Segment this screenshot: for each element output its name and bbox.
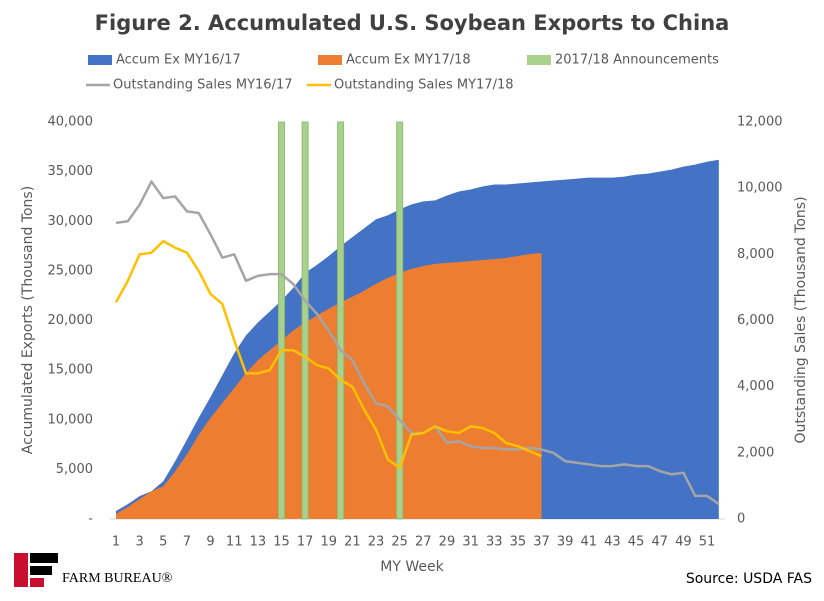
x-tick-label: 37 xyxy=(533,535,550,550)
y2-tick-label: 4,000 xyxy=(737,379,774,394)
x-tick-label: 15 xyxy=(273,535,290,550)
x-tick-label: 35 xyxy=(510,535,527,550)
legend-swatch xyxy=(527,55,551,65)
x-tick-label: 17 xyxy=(297,535,314,550)
legend-label: Accum Ex MY17/18 xyxy=(346,53,471,68)
y-tick-label: 35,000 xyxy=(48,164,94,179)
bar xyxy=(301,121,309,520)
x-tick-label: 5 xyxy=(159,535,167,550)
source: Source: USDA FAS xyxy=(686,571,812,587)
x-tick-label: 49 xyxy=(675,535,692,550)
y2-tick-label: 6,000 xyxy=(737,313,774,328)
x-tick-label: 7 xyxy=(183,535,191,550)
y-tick-label: 40,000 xyxy=(48,115,94,130)
logo-text: FARM BUREAU® xyxy=(62,571,173,586)
x-tick-label: 21 xyxy=(344,535,361,550)
y2-tick-label: 12,000 xyxy=(737,115,783,130)
y-axis-title: Accumulated Exports (Thousand Tons) xyxy=(20,186,36,454)
x-tick-label: 51 xyxy=(699,535,716,550)
x-tick-label: 19 xyxy=(320,535,337,550)
x-tick-label: 29 xyxy=(439,535,456,550)
x-tick-label: 31 xyxy=(462,535,479,550)
bar xyxy=(396,121,404,520)
y-tick-label: 20,000 xyxy=(48,313,94,328)
y-tick-label: - xyxy=(88,512,93,527)
x-tick-label: 13 xyxy=(250,535,267,550)
x-tick-label: 25 xyxy=(391,535,408,550)
y2-tick-label: 2,000 xyxy=(737,445,774,460)
x-tick-label: 23 xyxy=(368,535,385,550)
legend-label: Outstanding Sales MY17/18 xyxy=(334,78,514,93)
x-tick-label: 1 xyxy=(112,535,120,550)
logo-mark xyxy=(14,553,58,587)
legend-swatch xyxy=(88,55,112,65)
x-tick-label: 43 xyxy=(604,535,621,550)
x-tick-label: 3 xyxy=(135,535,143,550)
y-tick-label: 30,000 xyxy=(48,214,94,229)
chart-title: Figure 2. Accumulated U.S. Soybean Expor… xyxy=(95,11,730,35)
x-tick-label: 9 xyxy=(206,535,214,550)
x-axis-title: MY Week xyxy=(380,559,444,575)
x-tick-label: 45 xyxy=(628,535,645,550)
legend-label: Accum Ex MY16/17 xyxy=(116,53,241,68)
x-tick-label: 41 xyxy=(581,535,598,550)
x-tick-label: 39 xyxy=(557,535,574,550)
y2-tick-label: 0 xyxy=(737,512,745,527)
legend-swatch xyxy=(318,55,342,65)
y2-tick-label: 8,000 xyxy=(737,247,774,262)
legend-label: 2017/18 Announcements xyxy=(555,53,719,68)
line xyxy=(114,239,543,469)
y-tick-label: 10,000 xyxy=(48,412,94,427)
x-tick-label: 27 xyxy=(415,535,432,550)
y-tick-label: 15,000 xyxy=(48,363,94,378)
y2-tick-label: 10,000 xyxy=(737,181,783,196)
bar xyxy=(277,121,285,520)
y-tick-label: 25,000 xyxy=(48,263,94,278)
area xyxy=(116,253,542,519)
bar xyxy=(337,121,345,520)
legend-label: Outstanding Sales MY16/17 xyxy=(113,78,293,93)
x-tick-label: 47 xyxy=(651,535,668,550)
x-tick-label: 11 xyxy=(226,535,243,550)
x-tick-label: 33 xyxy=(486,535,503,550)
y-tick-label: 5,000 xyxy=(56,462,93,477)
y2-axis-title: Outstanding Sales (Thousand Tons) xyxy=(793,196,809,443)
